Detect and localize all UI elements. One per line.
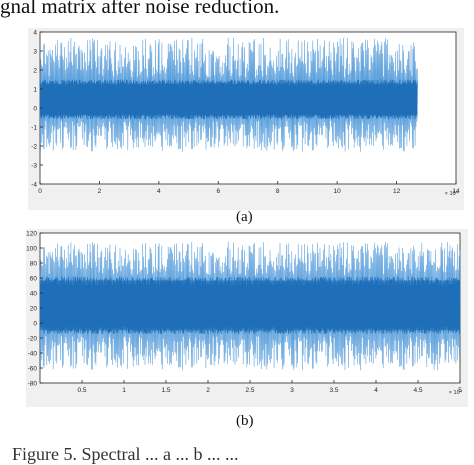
chart-a-x-tick-label: 4 — [157, 188, 161, 195]
chart-b-x-tick-label: 1.5 — [161, 387, 170, 394]
chart-a-x-exponent-label: × 10⁴ — [445, 190, 459, 197]
chart-b-y-tick-label: -40 — [28, 350, 38, 357]
chart-b-y-tick-label: -20 — [28, 335, 38, 342]
chart-b-y-tick-label: 120 — [26, 230, 37, 237]
chart-a-y-tick-label: -3 — [31, 162, 37, 169]
footer-text: Figure 5. Spectral ... a ... b ... ... — [12, 444, 239, 464]
chart-b-x-tick-label: 0.5 — [77, 387, 86, 394]
chart-b-signal-series — [39, 241, 461, 371]
chart-b-y-tick-label: 80 — [30, 260, 38, 267]
chart-a-y-tick-label: -4 — [31, 181, 37, 188]
chart-b-x-exponent-label: × 10⁴ — [449, 389, 463, 396]
caption-b: (b) — [236, 413, 254, 429]
chart-a-x-tick-label: 14 — [452, 188, 460, 195]
caption-a: (a) — [236, 209, 253, 225]
chart-b-y-tick-label: 0 — [33, 320, 37, 327]
chart-a-x-tick-label: 12 — [393, 188, 401, 195]
chart-b-y-tick-label: 40 — [30, 290, 38, 297]
chart-a-signal-inner-trace — [39, 79, 418, 120]
chart-b-y-tick-label: 100 — [26, 245, 37, 252]
chart-a-y-tick-label: 0 — [33, 105, 37, 112]
chart-b-x-tick-label: 2.5 — [245, 387, 254, 394]
chart-a-y-tick-label: -1 — [31, 124, 37, 131]
chart-b-x-tick-label: 1 — [122, 387, 126, 394]
chart-a-y-tick-label: 3 — [33, 48, 37, 55]
chart-b-y-tick-label: -80 — [28, 380, 38, 387]
chart-b: 0.5 1 1.5 2 2.5 3 3.5 4 4.5 5 -80 -60 -40 -20 0 20 40 60 8… — [26, 229, 468, 407]
chart-b-x-tick-label: 4 — [374, 387, 378, 394]
chart-a-signal-series — [39, 37, 418, 152]
chart-b-y-tick-label: 20 — [30, 305, 38, 312]
chart-a-y-tick-label: 4 — [33, 29, 37, 36]
chart-b-y-tick-label: 60 — [30, 275, 38, 282]
chart-b-y-tick-label: -60 — [28, 365, 38, 372]
chart-b-x-tick-label: 5 — [458, 387, 462, 394]
chart-b-x-tick-label: 4.5 — [413, 387, 422, 394]
chart-b-x-tick-label: 2 — [206, 387, 210, 394]
chart-b-signal-inner-trace — [39, 276, 461, 335]
chart-a-y-tick-label: 2 — [33, 67, 37, 74]
chart-a-x-tick-label: 2 — [98, 188, 102, 195]
header-text: gnal matrix after noise reduction. — [0, 0, 280, 18]
chart-b-x-tick-label: 3 — [290, 387, 294, 394]
chart-b-signal-outer-trace — [39, 241, 461, 371]
chart-a-x-tick-label: 8 — [276, 188, 280, 195]
chart-a-y-tick-label: 1 — [33, 86, 37, 93]
chart-b-x-tick-label: 3.5 — [329, 387, 338, 394]
chart-a-x-tick-label: 0 — [38, 188, 42, 195]
chart-a-x-tick-label: 6 — [216, 188, 220, 195]
chart-a-x-tick-label: 10 — [334, 188, 342, 195]
chart-a-y-tick-label: -2 — [31, 143, 37, 150]
